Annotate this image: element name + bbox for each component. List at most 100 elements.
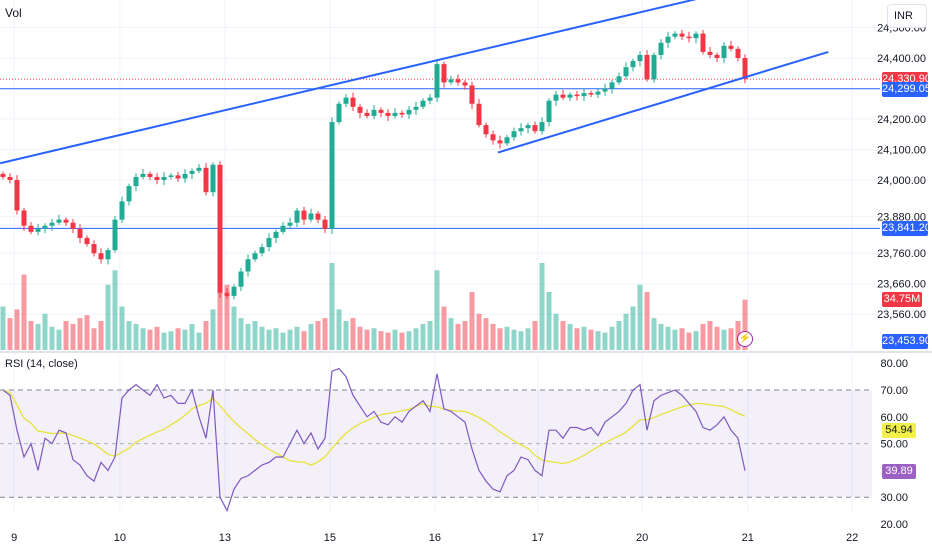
candle-body [217,164,223,293]
candle-body [91,244,97,254]
volume-bar [168,331,174,350]
volume-tag: 34.75M [882,292,922,307]
volume-bar [406,331,412,350]
volume-bar [518,331,524,350]
candle-body [168,175,174,177]
candle-body [294,210,300,223]
volume-bar [693,331,699,350]
candle-body [518,128,524,132]
volume-bar [686,332,692,350]
volume-bar [623,313,629,350]
candle-body [301,210,307,220]
volume-bar [322,318,328,350]
x-tick-label: 20 [636,532,648,544]
candle-body [665,36,671,43]
volume-bar [336,309,342,350]
candle-body [658,42,664,55]
x-tick-label: 13 [219,532,231,544]
volume-bar [567,323,573,350]
volume-bar [147,329,153,350]
volume-bar [574,328,580,350]
candle-body [231,286,237,296]
volume-bar [42,313,48,350]
currency-button[interactable]: INR [887,4,927,28]
volume-bar [448,318,454,350]
price-tick-label: 23,760.00 [877,248,926,260]
volume-bar [399,332,405,350]
candle-body [427,97,433,101]
candle-body [469,85,475,104]
candle-body [189,170,195,174]
candle-body [721,45,727,58]
volume-bar [189,323,195,350]
volume-bar [154,326,160,350]
lightning-icon[interactable]: ⚡ [737,331,753,347]
candle-body [693,33,699,39]
candle-body [343,97,349,104]
volume-bar [350,318,356,350]
volume-bar [665,326,671,350]
volume-bar [553,313,559,350]
volume-bar [112,270,118,350]
volume-bar [434,270,440,350]
volume-bar [560,321,566,350]
candle-body [287,222,293,226]
volume-bar [329,263,335,350]
volume-bar [469,292,475,350]
candle-body [350,97,356,107]
volume-bar [483,318,489,350]
candle-body [56,219,62,223]
candle-body [329,122,335,229]
level-low-tag: 23,841.20 [882,221,931,237]
candle-body [504,137,510,144]
price-tick-label: 23,560.00 [877,309,926,321]
upper-trendline [0,0,697,165]
volume-bar [266,329,272,350]
volume-bar [98,321,104,350]
candle-body [154,176,160,180]
candle-body [259,247,265,254]
candle-body [238,271,244,287]
volume-bar [546,292,552,350]
candle-body [42,225,48,229]
volume-bar [609,326,615,350]
volume-bar [504,326,510,350]
candle-body [742,58,748,80]
candle-body [378,109,384,113]
candle-body [567,94,573,98]
candle-body [728,45,734,49]
volume-bar [427,321,433,350]
level-high-tag: 24,299.05 [882,81,931,97]
candle-body [455,79,461,83]
volume-bar [84,315,90,350]
volume-bar [238,318,244,350]
candle-body [616,76,622,83]
volume-bar [133,323,139,350]
candle-body [105,250,111,260]
x-tick-label: 9 [11,532,17,544]
volume-bar [70,323,76,350]
candle-body [112,219,118,251]
volume-bar [28,321,34,350]
volume-bar [539,263,545,350]
volume-bar [245,323,251,350]
volume-bar [462,321,468,350]
candle-body [637,54,643,62]
candle-body [595,91,601,95]
volume-bar [602,332,608,350]
candle-body [77,228,83,238]
candle-body [182,173,188,179]
rsi-tick-label: 20.00 [880,519,908,531]
candle-body [364,112,370,116]
volume-bar [742,299,748,350]
volume-bar [294,326,300,350]
x-tick-label: 16 [429,532,441,544]
candle-body [735,48,741,58]
rsi-title[interactable]: RSI (14, close) [5,358,78,370]
candle-body [35,228,41,232]
candle-body [140,173,146,177]
candle-body [553,94,559,101]
candle-body [126,186,132,202]
candle-body [70,222,76,229]
